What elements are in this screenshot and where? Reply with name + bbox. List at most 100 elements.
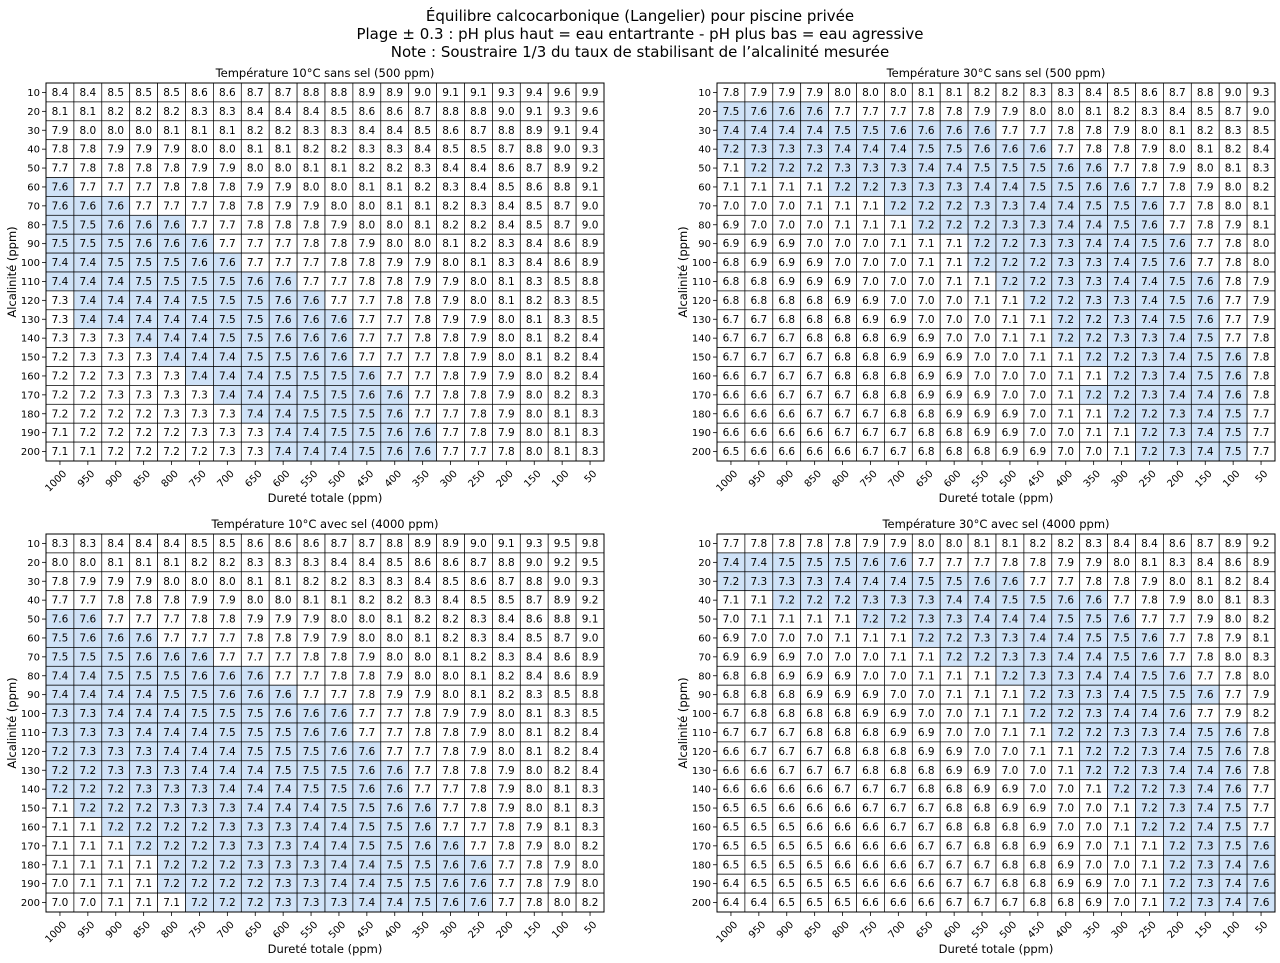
cell-value-label: 7.8 <box>778 538 795 550</box>
cell-value-label: 6.9 <box>862 708 879 720</box>
cell-value-label: 7.2 <box>723 576 740 588</box>
cell-value-label: 8.1 <box>163 557 180 569</box>
cell-value-label: 7.7 <box>470 840 487 852</box>
cell-value-label: 9.5 <box>554 538 571 550</box>
cell-value-label: 8.3 <box>442 181 459 193</box>
cell-value-label: 8.5 <box>582 708 599 720</box>
cell-value-label: 7.1 <box>834 219 851 231</box>
x-tick-label: 100 <box>550 469 571 490</box>
cell-value-label: 7.9 <box>191 595 208 607</box>
cell-value-label: 6.9 <box>1057 859 1074 871</box>
cell-value-label: 7.3 <box>135 370 152 382</box>
cell-value-label: 6.9 <box>778 257 795 269</box>
cell-value-label: 7.3 <box>135 389 152 401</box>
cell-value-label: 7.7 <box>303 257 320 269</box>
cell-value-label: 7.2 <box>1029 295 1046 307</box>
cell-value-label: 7.3 <box>1085 708 1102 720</box>
cell-value-label: 7.0 <box>890 276 907 288</box>
cell-value-label: 6.7 <box>750 352 767 364</box>
cell-value-label: 8.0 <box>890 87 907 99</box>
x-axis-label: Dureté totale (ppm) <box>268 491 383 505</box>
cell-value-label: 7.0 <box>806 219 823 231</box>
cell-value-label: 7.0 <box>1029 765 1046 777</box>
cell-value-label: 7.8 <box>470 389 487 401</box>
cell-value-label: 7.1 <box>946 670 963 682</box>
cell-value-label: 7.3 <box>79 727 96 739</box>
cell-value-label: 6.9 <box>1029 446 1046 458</box>
cell-value-label: 8.4 <box>582 746 599 758</box>
cell-value-label: 7.6 <box>1113 181 1130 193</box>
y-axis-label: Alcalinité (ppm) <box>676 677 690 768</box>
cell-value-label: 6.6 <box>806 803 823 815</box>
cell-value-label: 7.9 <box>331 219 348 231</box>
cell-value-label: 8.2 <box>470 238 487 250</box>
cell-value-label: 6.6 <box>723 765 740 777</box>
cell-value-label: 7.2 <box>1085 765 1102 777</box>
cell-value-label: 7.2 <box>135 408 152 420</box>
cell-value-label: 6.7 <box>806 370 823 382</box>
cell-value-label: 7.7 <box>52 163 69 175</box>
cell-value-label: 7.5 <box>1197 746 1214 758</box>
cell-value-label: 7.5 <box>1113 632 1130 644</box>
cell-value-label: 8.3 <box>303 125 320 137</box>
cell-value-label: 7.5 <box>1197 352 1214 364</box>
cell-value-label: 7.5 <box>303 765 320 777</box>
cell-value-label: 8.2 <box>582 897 599 909</box>
cell-value-label: 8.6 <box>554 651 571 663</box>
cell-value-label: 8.1 <box>163 125 180 137</box>
cell-value-label: 7.6 <box>862 557 879 569</box>
cell-value-label: 7.6 <box>358 765 375 777</box>
cell-value-label: 7.6 <box>358 746 375 758</box>
y-tick-label: 10 <box>27 88 40 99</box>
x-tick-label: 750 <box>859 469 880 490</box>
cell-value-label: 7.6 <box>386 408 403 420</box>
cell-value-label: 7.3 <box>1113 295 1130 307</box>
cell-value-label: 7.9 <box>1085 557 1102 569</box>
cell-value-label: 7.5 <box>275 370 292 382</box>
cell-value-label: 7.0 <box>1002 370 1019 382</box>
cell-value-label: 7.4 <box>1085 670 1102 682</box>
cell-value-label: 7.8 <box>498 821 515 833</box>
x-tick-label: 750 <box>188 469 209 490</box>
cell-value-label: 6.7 <box>778 333 795 345</box>
cell-value-label: 8.2 <box>442 200 459 212</box>
cell-value-label: 6.9 <box>918 333 935 345</box>
cell-value-label: 7.1 <box>890 632 907 644</box>
cell-value-label: 8.0 <box>1253 238 1270 250</box>
cell-value-label: 7.1 <box>107 859 124 871</box>
cell-value-label: 7.1 <box>918 257 935 269</box>
cell-value-label: 7.7 <box>1002 125 1019 137</box>
cell-value-label: 8.2 <box>442 219 459 231</box>
cell-value-label: 7.2 <box>1057 708 1074 720</box>
cell-value-label: 8.3 <box>1029 87 1046 99</box>
cell-value-label: 6.7 <box>918 821 935 833</box>
cell-value-label: 7.5 <box>135 670 152 682</box>
cell-value-label: 7.2 <box>1085 389 1102 401</box>
cell-value-label: 7.5 <box>946 576 963 588</box>
x-tick-label: 600 <box>271 920 292 941</box>
cell-value-label: 7.7 <box>386 708 403 720</box>
cell-value-label: 8.7 <box>414 106 431 118</box>
cell-value-label: 7.8 <box>219 614 236 626</box>
cell-value-label: 7.1 <box>135 859 152 871</box>
cell-value-label: 8.7 <box>247 87 264 99</box>
cell-value-label: 7.9 <box>470 370 487 382</box>
cell-value-label: 6.7 <box>723 727 740 739</box>
cell-value-label: 8.4 <box>163 538 180 550</box>
cell-value-label: 7.1 <box>974 276 991 288</box>
cell-value-label: 7.2 <box>52 389 69 401</box>
cell-value-label: 7.3 <box>778 576 795 588</box>
cell-value-label: 8.0 <box>918 538 935 550</box>
cell-value-label: 7.2 <box>107 427 124 439</box>
cell-value-label: 7.6 <box>1085 163 1102 175</box>
cell-value-label: 6.6 <box>750 784 767 796</box>
cell-value-label: 6.7 <box>918 859 935 871</box>
cell-value-label: 8.2 <box>554 352 571 364</box>
cell-value-label: 9.0 <box>1225 87 1242 99</box>
cell-value-label: 7.1 <box>1029 333 1046 345</box>
cell-value-label: 7.6 <box>890 557 907 569</box>
cell-value-label: 6.7 <box>890 803 907 815</box>
cell-value-label: 7.3 <box>247 821 264 833</box>
cell-value-label: 8.8 <box>498 125 515 137</box>
cell-value-label: 7.6 <box>1197 314 1214 326</box>
